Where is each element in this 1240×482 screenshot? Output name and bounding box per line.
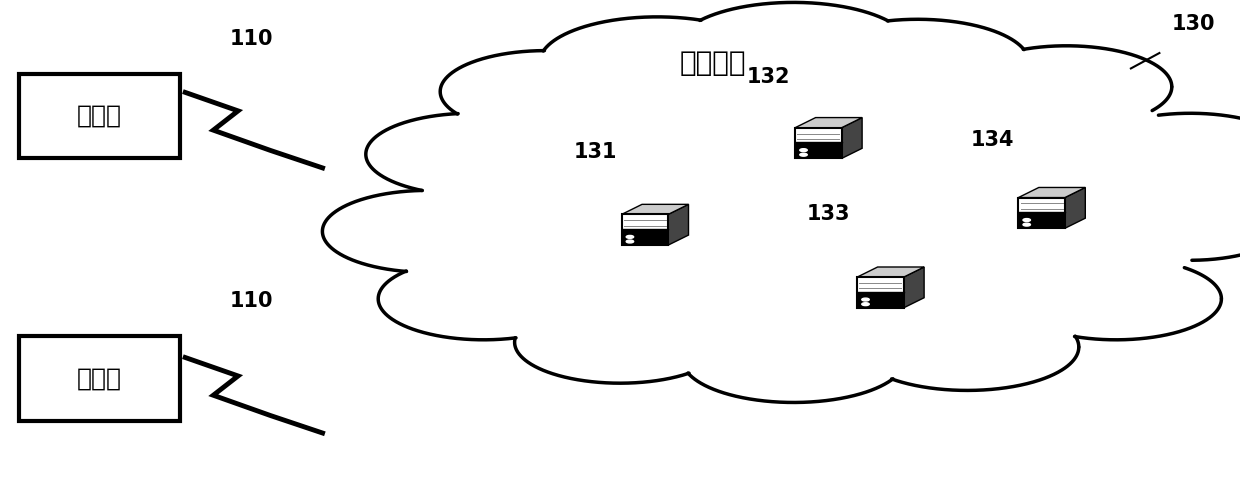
Circle shape (862, 303, 869, 306)
Polygon shape (1065, 187, 1085, 228)
Circle shape (626, 235, 634, 238)
Polygon shape (857, 292, 904, 308)
Text: 用户端: 用户端 (77, 366, 122, 390)
Circle shape (1085, 113, 1240, 195)
Circle shape (539, 17, 775, 108)
Polygon shape (795, 128, 842, 143)
Polygon shape (795, 118, 862, 128)
Text: 130: 130 (1172, 14, 1215, 34)
Polygon shape (857, 267, 924, 277)
Ellipse shape (422, 34, 1215, 371)
FancyBboxPatch shape (19, 336, 180, 420)
Circle shape (440, 51, 651, 133)
Circle shape (961, 46, 1172, 128)
Circle shape (366, 113, 577, 195)
Circle shape (682, 316, 905, 402)
Polygon shape (668, 204, 688, 245)
Text: 110: 110 (229, 28, 273, 49)
Circle shape (1011, 258, 1221, 340)
Circle shape (626, 240, 634, 243)
Polygon shape (621, 229, 668, 245)
Text: 133: 133 (806, 204, 851, 225)
Polygon shape (795, 143, 842, 159)
Circle shape (515, 301, 725, 383)
Circle shape (856, 304, 1079, 390)
Polygon shape (621, 204, 688, 214)
Circle shape (800, 148, 807, 151)
Polygon shape (904, 267, 924, 308)
Text: 132: 132 (746, 67, 791, 87)
Circle shape (800, 153, 807, 156)
Text: 服务器端: 服务器端 (680, 49, 746, 77)
Circle shape (676, 2, 911, 94)
Circle shape (1023, 218, 1030, 221)
Circle shape (322, 190, 533, 272)
FancyBboxPatch shape (19, 74, 180, 158)
Circle shape (806, 19, 1029, 106)
Text: 134: 134 (970, 130, 1014, 150)
Polygon shape (1018, 198, 1065, 213)
Text: 用户端: 用户端 (77, 104, 122, 128)
Polygon shape (1018, 187, 1085, 198)
Polygon shape (857, 277, 904, 292)
Circle shape (1091, 183, 1240, 260)
Text: 131: 131 (573, 142, 618, 162)
Text: 110: 110 (229, 291, 273, 311)
Circle shape (1023, 223, 1030, 226)
Polygon shape (842, 118, 862, 159)
Polygon shape (1018, 213, 1065, 228)
Circle shape (378, 258, 589, 340)
Circle shape (862, 298, 869, 301)
Polygon shape (621, 214, 668, 229)
